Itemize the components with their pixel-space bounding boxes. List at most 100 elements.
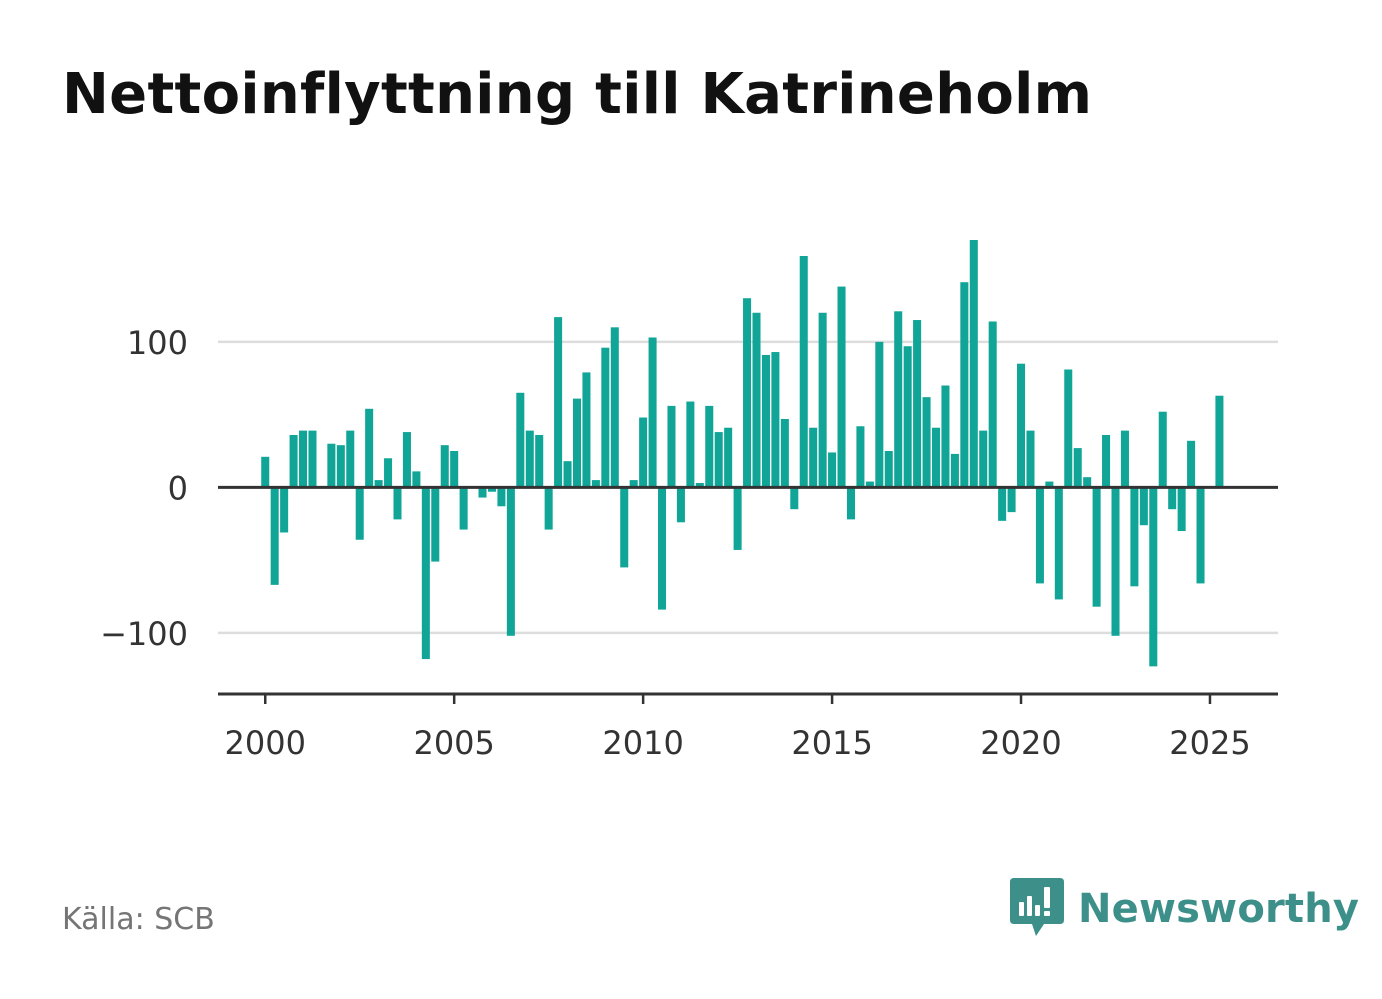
bar (572, 398, 582, 488)
bar (544, 487, 553, 530)
bar (658, 487, 667, 610)
bar (1158, 411, 1167, 488)
bar (280, 487, 289, 533)
newsworthy-logo-icon (1010, 878, 1064, 936)
bar (1007, 487, 1016, 513)
bar (865, 481, 874, 488)
bar (629, 480, 638, 488)
bar (818, 312, 827, 488)
bar (667, 405, 676, 488)
bar (1073, 448, 1082, 488)
bar (412, 471, 421, 488)
bar (780, 418, 789, 488)
bar (743, 298, 752, 488)
bar (639, 417, 648, 488)
bar (695, 483, 704, 488)
bar (402, 432, 411, 488)
bar (1064, 369, 1073, 488)
bar (506, 487, 515, 636)
bar (809, 427, 818, 488)
bar (941, 385, 950, 488)
bar (771, 352, 780, 488)
brand-logo: Newsworthy (1010, 878, 1359, 940)
bar (1054, 487, 1063, 600)
bar (1177, 487, 1186, 532)
bar (270, 487, 279, 585)
bar (875, 341, 884, 488)
bar (478, 487, 487, 498)
bar (440, 445, 449, 488)
bar (884, 450, 893, 488)
y-tick-label: −100 (100, 615, 188, 653)
bar (705, 405, 714, 488)
x-tick-label: 2015 (791, 724, 872, 762)
bar (459, 487, 468, 530)
bar (676, 487, 685, 523)
bar (487, 487, 496, 492)
bar (299, 430, 308, 488)
bar (374, 480, 383, 488)
bar (790, 487, 799, 510)
bar (1035, 487, 1044, 584)
bar (988, 321, 997, 488)
bar (913, 320, 922, 488)
x-tick-label: 2005 (413, 724, 494, 762)
bar (856, 426, 865, 488)
bar (950, 453, 959, 488)
bar (431, 487, 440, 562)
bar (497, 487, 506, 507)
y-tick-label: 0 (168, 469, 188, 507)
bar (591, 480, 600, 488)
bar (355, 487, 364, 540)
bar (969, 240, 978, 488)
bar (733, 487, 742, 550)
bar (761, 354, 770, 488)
bar (1139, 487, 1148, 526)
bar (979, 430, 988, 488)
bar (421, 487, 430, 660)
source-note: Källa: SCB (62, 902, 215, 937)
bar (686, 401, 695, 488)
bar (610, 327, 619, 488)
bar (336, 445, 345, 488)
bar (1168, 487, 1177, 510)
bar (1196, 487, 1205, 584)
bar (714, 432, 723, 488)
bar (261, 456, 270, 488)
bar (450, 450, 459, 488)
bar (525, 430, 534, 488)
bar (620, 487, 629, 568)
x-tick-label: 2025 (1169, 724, 1250, 762)
bar (563, 461, 572, 488)
bar (1092, 487, 1101, 607)
bar (1017, 363, 1026, 488)
bar (582, 372, 591, 488)
axes (218, 485, 1278, 704)
bar (1111, 487, 1120, 636)
bar (1102, 434, 1111, 488)
bar (346, 430, 355, 488)
bar (922, 397, 931, 488)
bar (903, 346, 912, 488)
bar (1026, 430, 1035, 488)
bar (846, 487, 855, 520)
bar (516, 392, 525, 488)
bar (724, 427, 733, 488)
bar (931, 427, 941, 488)
bar (365, 408, 374, 488)
bar (384, 458, 393, 488)
bar (327, 443, 336, 488)
bar (535, 434, 544, 488)
bar (289, 434, 298, 488)
brand-name: Newsworthy (1078, 886, 1360, 932)
bar (1187, 440, 1196, 488)
bar (837, 286, 846, 488)
x-tick-label: 2010 (602, 724, 683, 762)
x-tick-label: 2000 (225, 724, 306, 762)
bar (1215, 395, 1224, 488)
bar (1045, 481, 1054, 488)
bar (648, 337, 657, 488)
bar (1149, 487, 1158, 667)
bar (1083, 477, 1092, 488)
